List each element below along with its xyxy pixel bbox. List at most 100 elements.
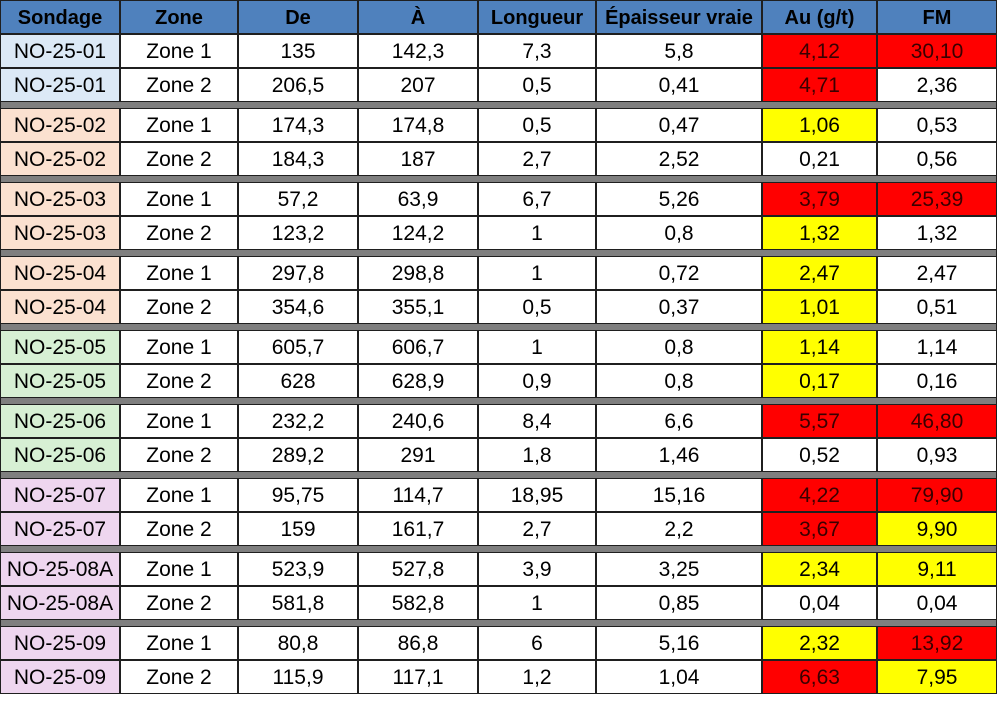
fm-cell: 1,14 <box>877 330 997 364</box>
de-cell: 159 <box>238 512 358 546</box>
a-cell: 606,7 <box>358 330 478 364</box>
zone-cell: Zone 1 <box>120 404 238 438</box>
table-row: NO-25-04 Zone 1 297,8 298,8 1 0,72 2,47 2,47 <box>0 256 997 290</box>
a-cell: 355,1 <box>358 290 478 324</box>
zone-cell: Zone 1 <box>120 478 238 512</box>
de-cell: 123,2 <box>238 216 358 250</box>
sondage-cell: NO-25-07 <box>0 512 120 546</box>
a-cell: 174,8 <box>358 108 478 142</box>
au-cell: 3,67 <box>762 512 877 546</box>
au-cell: 1,14 <box>762 330 877 364</box>
table-row: NO-25-07 Zone 1 95,75 114,7 18,95 15,16 4,22 79… <box>0 478 997 512</box>
epaisseur-cell: 3,25 <box>596 552 762 586</box>
table-header: Sondage Zone De À Longueur Épaisseur vra… <box>0 0 997 34</box>
epaisseur-cell: 1,46 <box>596 438 762 472</box>
table-row: NO-25-05 Zone 2 628 628,9 0,9 0,8 0,17 0,16 <box>0 364 997 398</box>
longueur-cell: 1 <box>478 330 596 364</box>
epaisseur-cell: 0,8 <box>596 216 762 250</box>
de-cell: 289,2 <box>238 438 358 472</box>
a-cell: 86,8 <box>358 626 478 660</box>
a-cell: 291 <box>358 438 478 472</box>
table-row: NO-25-03 Zone 1 57,2 63,9 6,7 5,26 3,79 25,39 <box>0 182 997 216</box>
au-cell: 0,21 <box>762 142 877 176</box>
sondage-cell: NO-25-08A <box>0 552 120 586</box>
epaisseur-cell: 2,2 <box>596 512 762 546</box>
a-cell: 527,8 <box>358 552 478 586</box>
epaisseur-cell: 0,85 <box>596 586 762 620</box>
zone-cell: Zone 2 <box>120 512 238 546</box>
table-row: NO-25-07 Zone 2 159 161,7 2,7 2,2 3,67 9,90 <box>0 512 997 546</box>
au-cell: 4,71 <box>762 68 877 102</box>
longueur-cell: 0,9 <box>478 364 596 398</box>
table-row: NO-25-02 Zone 2 184,3 187 2,7 2,52 0,21 0,56 <box>0 142 997 176</box>
au-cell: 0,17 <box>762 364 877 398</box>
fm-cell: 0,53 <box>877 108 997 142</box>
table-row: NO-25-02 Zone 1 174,3 174,8 0,5 0,47 1,06 0,53 <box>0 108 997 142</box>
zone-cell: Zone 2 <box>120 438 238 472</box>
de-cell: 80,8 <box>238 626 358 660</box>
longueur-cell: 1,8 <box>478 438 596 472</box>
epaisseur-cell: 0,37 <box>596 290 762 324</box>
header-au: Au (g/t) <box>762 0 877 34</box>
de-cell: 354,6 <box>238 290 358 324</box>
fm-cell: 0,56 <box>877 142 997 176</box>
zone-cell: Zone 2 <box>120 364 238 398</box>
header-a: À <box>358 0 478 34</box>
header-epaisseur-vraie: Épaisseur vraie <box>596 0 762 34</box>
fm-cell: 1,32 <box>877 216 997 250</box>
de-cell: 174,3 <box>238 108 358 142</box>
de-cell: 232,2 <box>238 404 358 438</box>
a-cell: 582,8 <box>358 586 478 620</box>
epaisseur-cell: 0,8 <box>596 364 762 398</box>
au-cell: 1,32 <box>762 216 877 250</box>
longueur-cell: 0,5 <box>478 290 596 324</box>
longueur-cell: 0,5 <box>478 108 596 142</box>
au-cell: 2,32 <box>762 626 877 660</box>
header-zone: Zone <box>120 0 238 34</box>
sondage-cell: NO-25-01 <box>0 34 120 68</box>
table-body: NO-25-01 Zone 1 135 142,3 7,3 5,8 4,12 30,10 NO-… <box>0 34 997 694</box>
table-row: NO-25-09 Zone 2 115,9 117,1 1,2 1,04 6,63 7,95 <box>0 660 997 694</box>
au-cell: 4,22 <box>762 478 877 512</box>
longueur-cell: 18,95 <box>478 478 596 512</box>
au-cell: 2,47 <box>762 256 877 290</box>
sondage-cell: NO-25-05 <box>0 330 120 364</box>
sondage-cell: NO-25-05 <box>0 364 120 398</box>
table-row: NO-25-06 Zone 1 232,2 240,6 8,4 6,6 5,57 46,80 <box>0 404 997 438</box>
de-cell: 115,9 <box>238 660 358 694</box>
de-cell: 628 <box>238 364 358 398</box>
table-row: NO-25-01 Zone 2 206,5 207 0,5 0,41 4,71 2,36 <box>0 68 997 102</box>
fm-cell: 13,92 <box>877 626 997 660</box>
epaisseur-cell: 5,16 <box>596 626 762 660</box>
au-cell: 6,63 <box>762 660 877 694</box>
zone-cell: Zone 1 <box>120 256 238 290</box>
fm-cell: 30,10 <box>877 34 997 68</box>
sondage-cell: NO-25-06 <box>0 438 120 472</box>
zone-cell: Zone 1 <box>120 34 238 68</box>
de-cell: 581,8 <box>238 586 358 620</box>
au-cell: 3,79 <box>762 182 877 216</box>
zone-cell: Zone 2 <box>120 142 238 176</box>
table-row: NO-25-03 Zone 2 123,2 124,2 1 0,8 1,32 1,32 <box>0 216 997 250</box>
a-cell: 628,9 <box>358 364 478 398</box>
de-cell: 523,9 <box>238 552 358 586</box>
sondage-cell: NO-25-09 <box>0 626 120 660</box>
a-cell: 207 <box>358 68 478 102</box>
header-sondage: Sondage <box>0 0 120 34</box>
fm-cell: 2,47 <box>877 256 997 290</box>
sondage-cell: NO-25-06 <box>0 404 120 438</box>
de-cell: 184,3 <box>238 142 358 176</box>
zone-cell: Zone 1 <box>120 182 238 216</box>
table-row: NO-25-09 Zone 1 80,8 86,8 6 5,16 2,32 13,92 <box>0 626 997 660</box>
epaisseur-cell: 5,8 <box>596 34 762 68</box>
au-cell: 5,57 <box>762 404 877 438</box>
au-cell: 1,06 <box>762 108 877 142</box>
au-cell: 0,04 <box>762 586 877 620</box>
header-de: De <box>238 0 358 34</box>
sondage-cell: NO-25-09 <box>0 660 120 694</box>
a-cell: 240,6 <box>358 404 478 438</box>
a-cell: 187 <box>358 142 478 176</box>
longueur-cell: 0,5 <box>478 68 596 102</box>
longueur-cell: 1,2 <box>478 660 596 694</box>
